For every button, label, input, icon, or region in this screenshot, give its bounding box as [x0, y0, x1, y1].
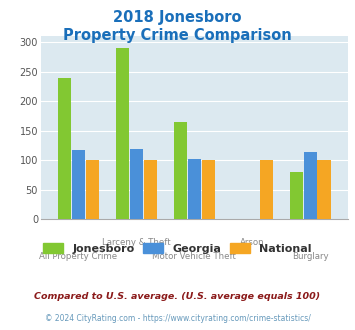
Bar [116, 48, 129, 219]
Text: Property Crime Comparison: Property Crime Comparison [63, 28, 292, 43]
Text: All Property Crime: All Property Crime [39, 252, 118, 261]
Text: Larceny & Theft: Larceny & Theft [102, 238, 171, 247]
Bar [58, 78, 71, 219]
Bar [202, 160, 215, 219]
Text: Motor Vehicle Theft: Motor Vehicle Theft [152, 252, 236, 261]
Bar [174, 122, 187, 219]
Text: Arson: Arson [240, 238, 264, 247]
Bar [260, 160, 273, 219]
Bar [86, 160, 99, 219]
Text: © 2024 CityRating.com - https://www.cityrating.com/crime-statistics/: © 2024 CityRating.com - https://www.city… [45, 314, 310, 323]
Bar [188, 159, 201, 219]
Text: Burglary: Burglary [292, 252, 328, 261]
Bar [144, 160, 157, 219]
Text: 2018 Jonesboro: 2018 Jonesboro [113, 10, 242, 25]
Bar [317, 160, 331, 219]
Bar [290, 172, 303, 219]
Bar [130, 148, 143, 219]
Bar [72, 150, 85, 219]
Text: Compared to U.S. average. (U.S. average equals 100): Compared to U.S. average. (U.S. average … [34, 292, 321, 301]
Bar [304, 151, 317, 219]
Legend: Jonesboro, Georgia, National: Jonesboro, Georgia, National [39, 239, 316, 258]
